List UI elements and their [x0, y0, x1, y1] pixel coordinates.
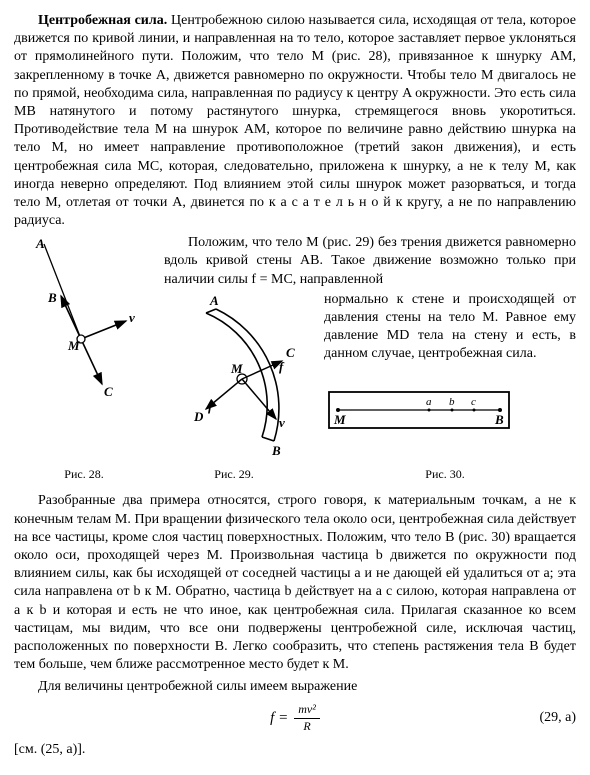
fig30-B: B: [494, 412, 504, 427]
equation: f = mv² R (29, a): [14, 702, 576, 734]
cap-30: Рис. 30.: [314, 467, 576, 483]
fig-28-cell: A B M C v: [14, 234, 154, 404]
fig-28-svg: A B M C v: [14, 234, 154, 404]
fig29-f: f: [279, 359, 285, 374]
fig-29-cell: A B M C f D f v: [164, 291, 314, 461]
fig28-v: v: [129, 310, 135, 325]
fig30-M: M: [333, 412, 346, 427]
fig28-C: C: [104, 384, 113, 399]
fig30-a: a: [426, 396, 432, 408]
p1-text: Центробежною силою называется сила, исхо…: [14, 13, 576, 228]
p2b-wrap: нормально к стене и происходящей от давл…: [320, 291, 576, 446]
title: Центробежная сила.: [38, 13, 167, 28]
fig29-f2: f: [208, 399, 214, 414]
eq-frac: mv² R: [294, 702, 320, 734]
figure-row-top: A B M C v Положим, что тело M (рис. 29) …: [14, 234, 576, 463]
fig29-D: D: [193, 409, 204, 424]
fig-29-svg: A B M C f D f v: [164, 291, 314, 461]
fig-30-svg: M B a b c: [324, 384, 514, 440]
para-5: [см. (25, a)].: [14, 741, 576, 759]
fig30-b: b: [449, 396, 455, 408]
para-1: Центробежная сила. Центробежною силою на…: [14, 12, 576, 230]
para-3: Разобранные два примера относятся, строг…: [14, 492, 576, 674]
fig29-v: v: [279, 415, 285, 430]
fig29-A: A: [209, 293, 219, 308]
eq-lhs: f =: [270, 709, 294, 729]
cap-28: Рис. 28.: [14, 467, 154, 483]
eq-no: (29, a): [539, 709, 576, 727]
fig28-M: M: [67, 338, 80, 353]
fig29-B: B: [271, 443, 281, 458]
fig30-c: c: [471, 396, 476, 408]
eq-den: R: [299, 719, 314, 735]
fig29-M: M: [230, 361, 243, 376]
fig28-B: B: [47, 290, 57, 305]
p2b: нормально к стене и происходящей от давл…: [324, 292, 576, 362]
fig28-A: A: [35, 236, 45, 251]
p2a-wrap: Положим, что тело M (рис. 29) без трения…: [160, 234, 576, 463]
fig29-C: C: [286, 345, 295, 360]
p2a: Положим, что тело M (рис. 29) без трения…: [164, 235, 576, 286]
cap-29: Рис. 29.: [154, 467, 314, 483]
para-4: Для величины центробежной силы имеем выр…: [14, 678, 576, 696]
caption-row: Рис. 28. Рис. 29. Рис. 30.: [14, 465, 576, 483]
